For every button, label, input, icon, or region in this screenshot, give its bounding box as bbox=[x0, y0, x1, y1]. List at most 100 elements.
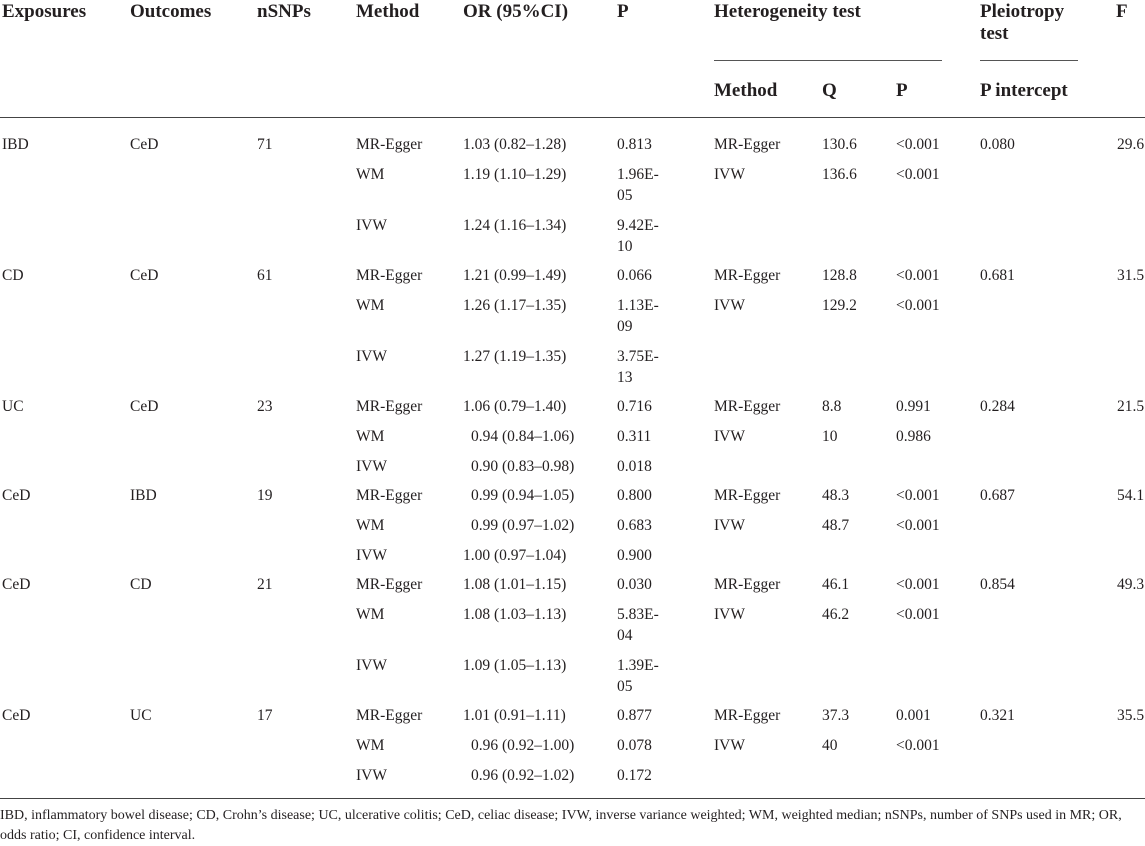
cell-heterogeneity-q: 136.6 bbox=[822, 166, 857, 183]
cell-method: MR-Egger bbox=[356, 136, 423, 153]
cell-method: WM bbox=[356, 606, 385, 623]
cell-or-95ci: 0.99 (0.94–1.05) bbox=[471, 487, 575, 504]
cell-method: MR-Egger bbox=[356, 398, 423, 415]
cell-pleiotropy-p-intercept: 0.321 bbox=[980, 707, 1015, 724]
cell-or-95ci: 1.08 (1.03–1.13) bbox=[463, 606, 567, 623]
cell-heterogeneity-q: 37.3 bbox=[822, 707, 850, 724]
cell-p-value: 0.078 bbox=[617, 737, 652, 754]
cell-heterogeneity-p: <0.001 bbox=[896, 297, 940, 314]
header-f: F bbox=[1116, 1, 1128, 22]
cell-p-value: 0.172 bbox=[617, 767, 652, 784]
header-p: P bbox=[617, 1, 629, 22]
cell-pleiotropy-p-intercept: 0.284 bbox=[980, 398, 1015, 415]
cell-heterogeneity-q: 128.8 bbox=[822, 267, 857, 284]
cell-method: WM bbox=[356, 428, 385, 445]
cell-heterogeneity-q: 8.8 bbox=[822, 398, 842, 415]
cell-nsnps: 61 bbox=[257, 267, 273, 284]
cell-p-value-continued: 09 bbox=[617, 318, 633, 335]
cell-method: MR-Egger bbox=[356, 267, 423, 284]
cell-f: 49.3 bbox=[1117, 576, 1145, 593]
cell-method: IVW bbox=[356, 657, 387, 674]
header-nsnps: nSNPs bbox=[257, 1, 311, 22]
cell-f: 21.5 bbox=[1117, 398, 1145, 415]
cell-or-95ci: 1.26 (1.17–1.35) bbox=[463, 297, 567, 314]
cell-or-95ci: 1.27 (1.19–1.35) bbox=[463, 348, 567, 365]
cell-or-95ci: 1.21 (0.99–1.49) bbox=[463, 267, 567, 284]
table-footnote: IBD, inflammatory bowel disease; CD, Cro… bbox=[0, 808, 1122, 843]
cell-or-95ci: 0.96 (0.92–1.00) bbox=[471, 737, 575, 754]
header-or: OR (95%CI) bbox=[463, 1, 569, 22]
cell-p-value: 3.75E- bbox=[617, 348, 659, 365]
cell-p-value: 0.800 bbox=[617, 487, 652, 504]
header-bottom-rule bbox=[0, 117, 1145, 118]
cell-heterogeneity-p: <0.001 bbox=[896, 166, 940, 183]
cell-nsnps: 17 bbox=[257, 707, 273, 724]
header-outcomes: Outcomes bbox=[130, 1, 212, 22]
cell-heterogeneity-p: <0.001 bbox=[896, 487, 940, 504]
cell-p-value: 0.900 bbox=[617, 547, 652, 564]
cell-exposure: CeD bbox=[2, 576, 31, 593]
cell-nsnps: 21 bbox=[257, 576, 273, 593]
subheader-p: P bbox=[896, 80, 908, 101]
cell-method: MR-Egger bbox=[356, 487, 423, 504]
cell-heterogeneity-q: 129.2 bbox=[822, 297, 857, 314]
cell-p-value-continued: 10 bbox=[617, 238, 633, 255]
header-exposures: Exposures bbox=[2, 1, 87, 22]
cell-p-value: 1.13E- bbox=[617, 297, 659, 314]
cell-p-value: 0.066 bbox=[617, 267, 652, 284]
cell-heterogeneity-p: <0.001 bbox=[896, 136, 940, 153]
cell-heterogeneity-method: MR-Egger bbox=[714, 487, 781, 504]
cell-method: IVW bbox=[356, 547, 387, 564]
cell-p-value: 0.018 bbox=[617, 458, 652, 475]
cell-heterogeneity-p: <0.001 bbox=[896, 267, 940, 284]
cell-heterogeneity-method: IVW bbox=[714, 517, 745, 534]
cell-or-95ci: 1.06 (0.79–1.40) bbox=[463, 398, 567, 415]
cell-heterogeneity-method: IVW bbox=[714, 606, 745, 623]
cell-outcome: CeD bbox=[130, 267, 159, 284]
cell-heterogeneity-p: 0.001 bbox=[896, 707, 931, 724]
cell-heterogeneity-p: <0.001 bbox=[896, 606, 940, 623]
cell-p-value: 1.39E- bbox=[617, 657, 659, 674]
cell-nsnps: 71 bbox=[257, 136, 273, 153]
header-heterogeneity: Heterogeneity test bbox=[714, 1, 861, 22]
cell-p-value: 0.683 bbox=[617, 517, 652, 534]
cell-method: IVW bbox=[356, 348, 387, 365]
cell-outcome: IBD bbox=[130, 487, 157, 504]
heterogeneity-group-rule bbox=[714, 60, 942, 61]
cell-heterogeneity-method: IVW bbox=[714, 166, 745, 183]
cell-heterogeneity-q: 46.1 bbox=[822, 576, 850, 593]
cell-p-value: 0.311 bbox=[617, 428, 652, 445]
cell-heterogeneity-q: 10 bbox=[822, 428, 838, 445]
pleiotropy-group-rule bbox=[980, 60, 1078, 61]
cell-pleiotropy-p-intercept: 0.080 bbox=[980, 136, 1015, 153]
cell-exposure: UC bbox=[2, 398, 24, 415]
cell-p-value: 1.96E- bbox=[617, 166, 659, 183]
cell-or-95ci: 0.94 (0.84–1.06) bbox=[471, 428, 575, 445]
cell-or-95ci: 0.90 (0.83–0.98) bbox=[471, 458, 575, 475]
table-bottom-rule bbox=[0, 798, 1145, 799]
cell-outcome: CeD bbox=[130, 398, 159, 415]
cell-method: MR-Egger bbox=[356, 707, 423, 724]
cell-p-value: 5.83E- bbox=[617, 606, 659, 623]
header-pleiotropy-line1: Pleiotropy bbox=[980, 1, 1065, 22]
cell-heterogeneity-p: <0.001 bbox=[896, 737, 940, 754]
subheader-method: Method bbox=[714, 80, 778, 101]
cell-p-value: 0.813 bbox=[617, 136, 652, 153]
cell-heterogeneity-method: MR-Egger bbox=[714, 398, 781, 415]
cell-f: 54.1 bbox=[1117, 487, 1145, 504]
cell-heterogeneity-p: 0.986 bbox=[896, 428, 931, 445]
cell-heterogeneity-method: MR-Egger bbox=[714, 707, 781, 724]
cell-outcome: UC bbox=[130, 707, 152, 724]
cell-heterogeneity-q: 48.3 bbox=[822, 487, 850, 504]
cell-or-95ci: 1.00 (0.97–1.04) bbox=[463, 547, 567, 564]
cell-method: IVW bbox=[356, 458, 387, 475]
cell-pleiotropy-p-intercept: 0.854 bbox=[980, 576, 1015, 593]
cell-p-value-continued: 05 bbox=[617, 678, 633, 695]
header-pleiotropy-line2: test bbox=[980, 23, 1009, 44]
cell-heterogeneity-p: <0.001 bbox=[896, 517, 940, 534]
cell-heterogeneity-q: 48.7 bbox=[822, 517, 850, 534]
cell-p-value-continued: 04 bbox=[617, 627, 633, 644]
cell-heterogeneity-q: 46.2 bbox=[822, 606, 850, 623]
cell-f: 31.5 bbox=[1117, 267, 1145, 284]
cell-nsnps: 19 bbox=[257, 487, 273, 504]
